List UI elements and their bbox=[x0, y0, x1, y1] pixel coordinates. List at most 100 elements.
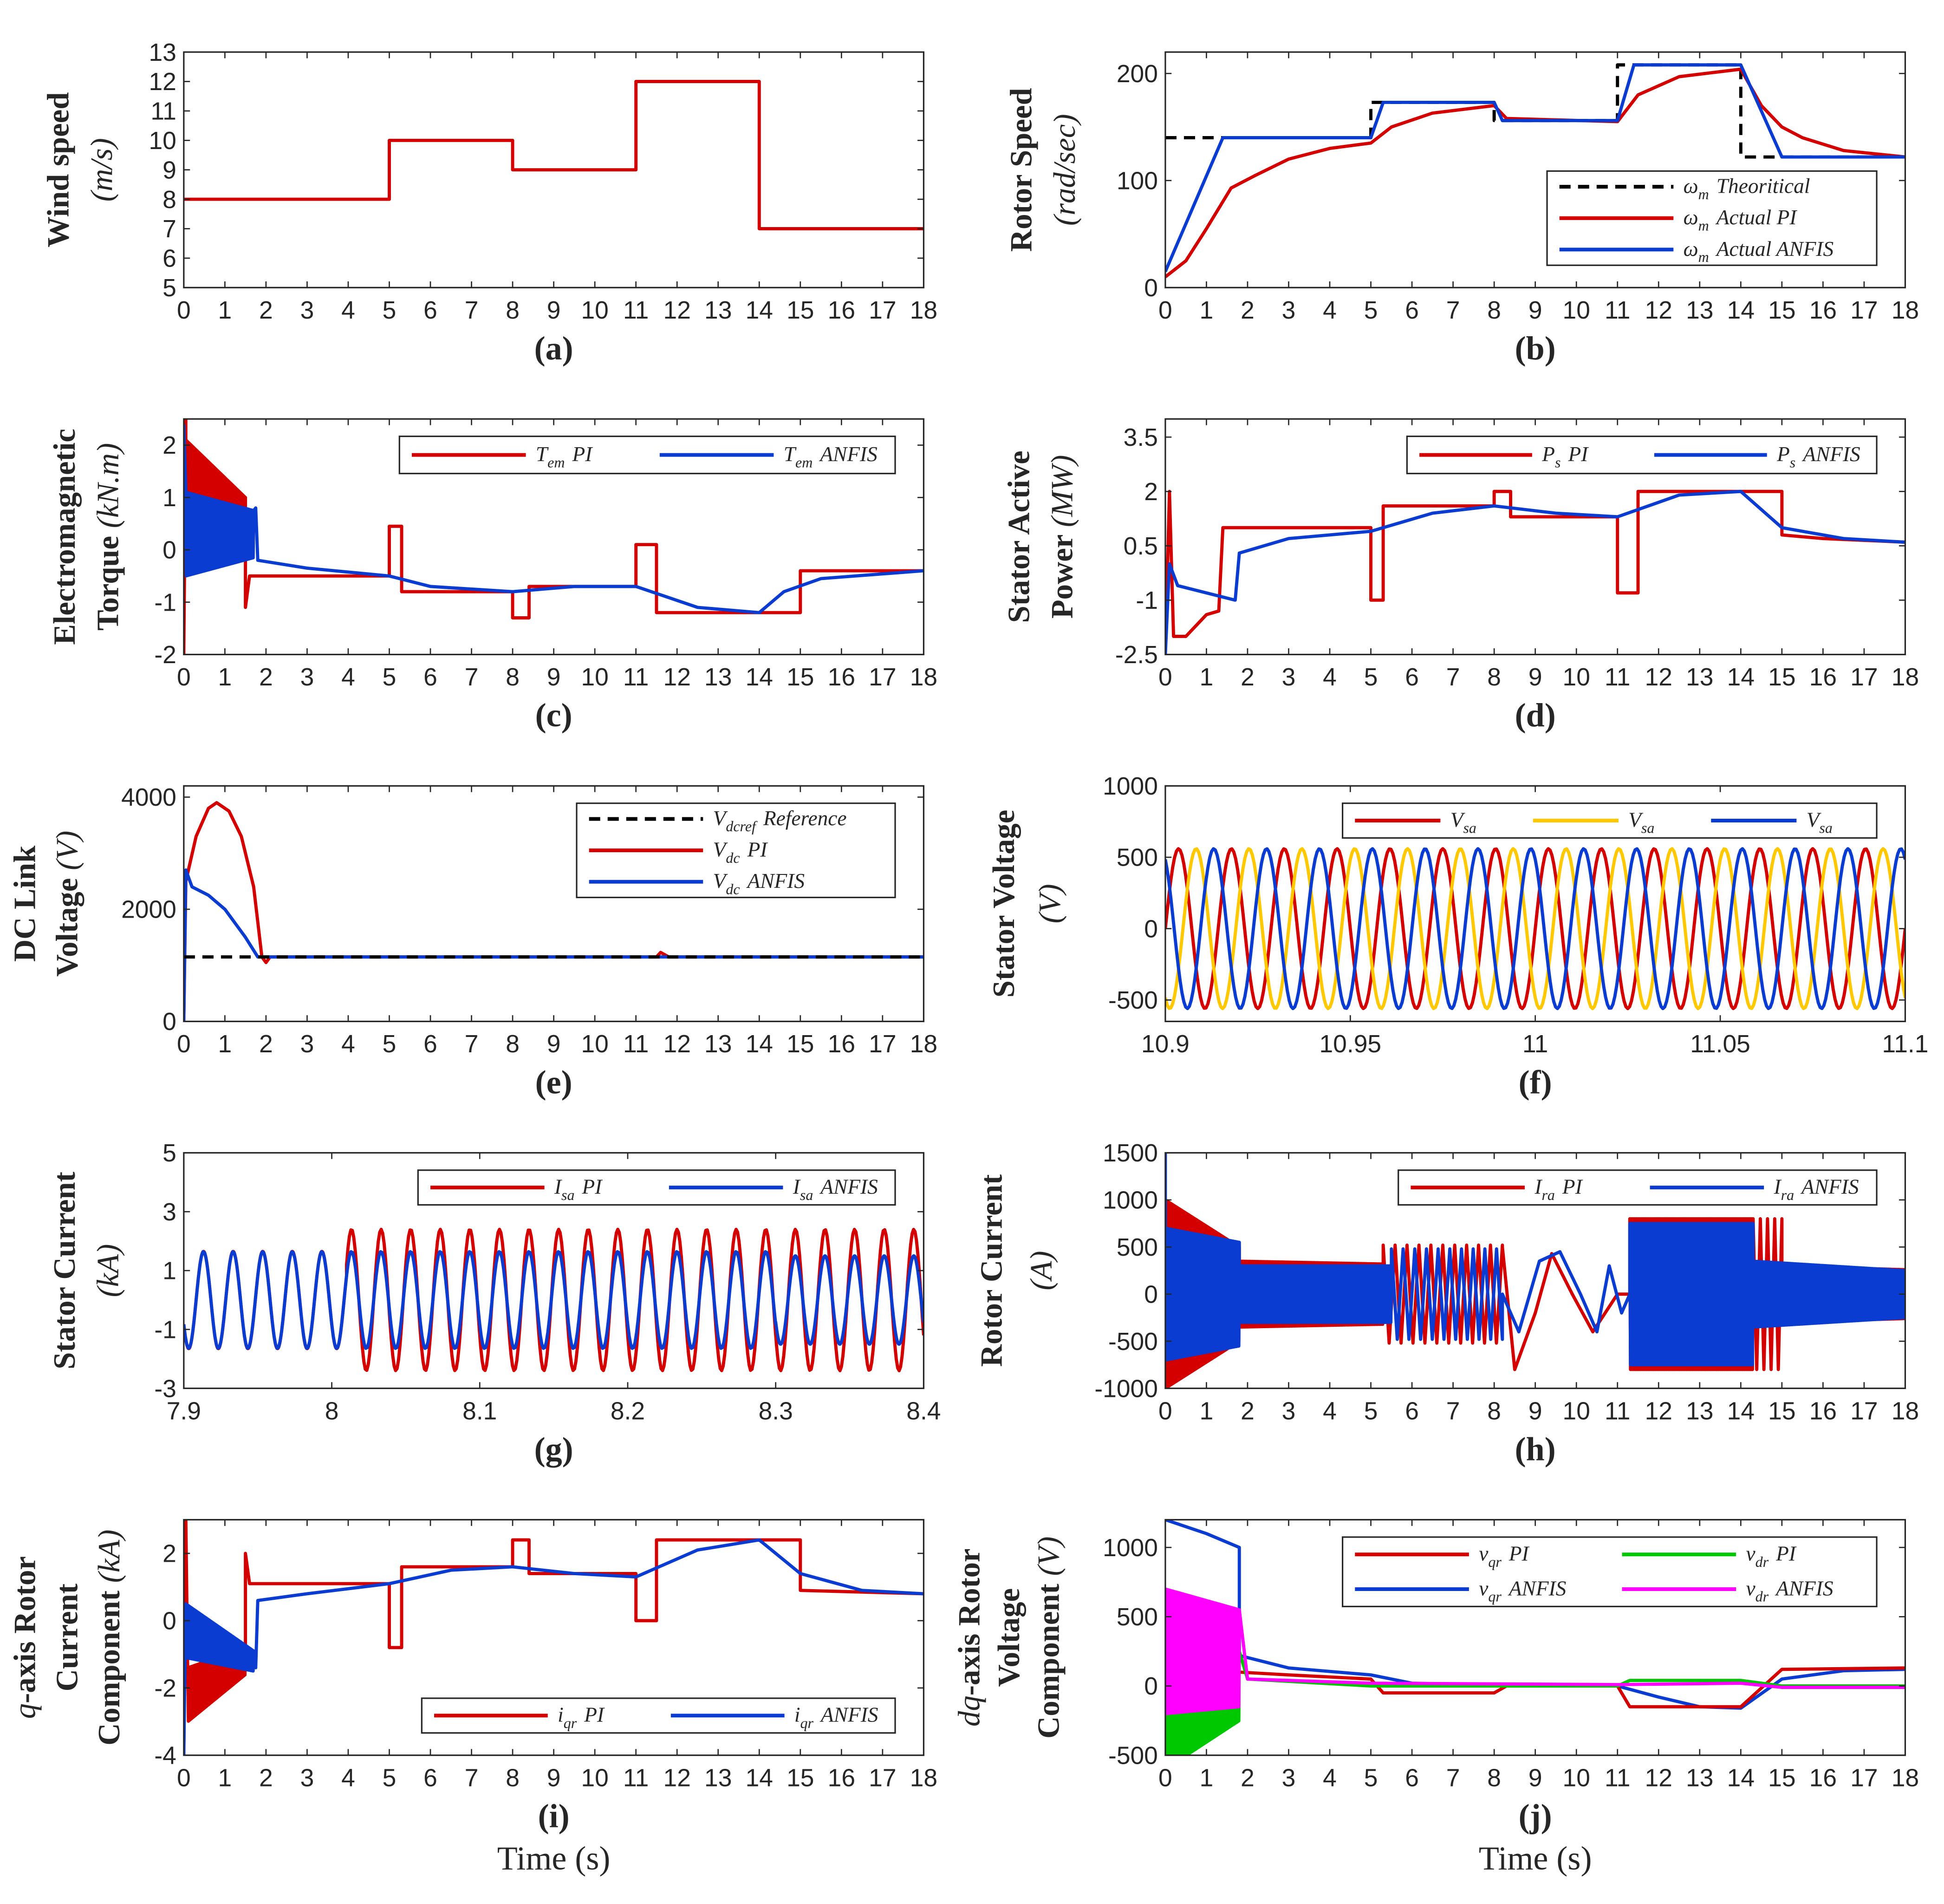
x-tick-label: 18 bbox=[1892, 1397, 1919, 1425]
x-tick-label: 9 bbox=[547, 1764, 561, 1792]
x-tick-label: 5 bbox=[1364, 1764, 1378, 1792]
y-tick-label: 1000 bbox=[1103, 1187, 1158, 1214]
x-tick-label: 15 bbox=[1768, 1764, 1795, 1792]
legend-subscript: dr bbox=[1755, 1553, 1769, 1570]
x-tick-label: 10.9 bbox=[1141, 1030, 1190, 1058]
legend-subscript: sa bbox=[1463, 820, 1476, 836]
x-tick-label: 8 bbox=[1487, 297, 1501, 324]
y-tick-label: 0.5 bbox=[1124, 533, 1158, 560]
series-line-b-2 bbox=[1165, 63, 1905, 273]
legend-entry: ωm Actual ANFIS bbox=[1559, 237, 1833, 265]
x-tick-label: 7 bbox=[465, 664, 479, 691]
legend-symbol: v bbox=[1479, 1577, 1489, 1600]
x-tick-label: 3 bbox=[1282, 297, 1296, 324]
legend-label: ωm Actual PI bbox=[1684, 206, 1798, 234]
x-tick-label: 10 bbox=[1563, 664, 1590, 691]
legend-subscript: qr bbox=[1488, 1588, 1502, 1605]
x-tick-label: 1 bbox=[1200, 664, 1214, 691]
y-tick-label: -2 bbox=[154, 1675, 176, 1702]
x-tick-label: 16 bbox=[1809, 297, 1837, 324]
x-tick-label: 10.95 bbox=[1320, 1030, 1382, 1058]
legend-entry: vqr PI bbox=[1355, 1542, 1530, 1570]
legend-text: ANFIS bbox=[1508, 1577, 1566, 1600]
y-tick-label: 13 bbox=[149, 39, 176, 66]
legend-entry: Ps PI bbox=[1419, 443, 1589, 470]
y-axis-label: (A) bbox=[1024, 1251, 1058, 1290]
x-tick-label: 10 bbox=[581, 1030, 608, 1058]
legend-subscript: dcref bbox=[726, 818, 758, 835]
legend-symbol: ω bbox=[1684, 206, 1698, 229]
x-tick-label: 0 bbox=[177, 297, 191, 324]
y-axis-label: Wind speed bbox=[42, 92, 76, 248]
x-tick-label: 14 bbox=[746, 297, 773, 324]
y-tick-label: -2.5 bbox=[1115, 641, 1158, 669]
legend-subscript: dc bbox=[726, 849, 740, 866]
x-tick-label: 13 bbox=[704, 1030, 732, 1058]
legend-text: PI bbox=[582, 1175, 603, 1199]
y-axis-label: Voltage (V) bbox=[50, 831, 84, 977]
x-tick-label: 6 bbox=[423, 297, 437, 324]
x-tick-label: 9 bbox=[1528, 664, 1542, 691]
y-axis-label: (m/s) bbox=[85, 138, 119, 202]
legend-label: Tem ANFIS bbox=[784, 443, 878, 470]
x-tick-label: 7 bbox=[1446, 1764, 1460, 1792]
legend-text: Actual PI bbox=[1715, 206, 1797, 229]
x-tick-label: 5 bbox=[383, 1030, 397, 1058]
legend-subscript: m bbox=[1698, 217, 1709, 234]
x-tick-label: 15 bbox=[787, 1764, 814, 1792]
x-tick-label: 1 bbox=[218, 1764, 232, 1792]
subplot-i: 0 1 2 3 4 5 6 7 8 9 10 11 12 13 14 15 16 17 18-4-202q-axis… bbox=[8, 1519, 937, 1877]
x-tick-label: 14 bbox=[1727, 1764, 1755, 1792]
legend-text: PI bbox=[1775, 1542, 1797, 1565]
x-tick-label: 13 bbox=[1686, 1397, 1713, 1425]
subplot-f: 10.9 10.95 11 11.05 11.1 -500 0 500 1000 Stator V… bbox=[987, 773, 1928, 1101]
legend-text: ANFIS bbox=[1801, 443, 1860, 466]
x-tick-label: 5 bbox=[1364, 297, 1378, 324]
x-tick-label: 18 bbox=[910, 664, 937, 691]
legend-subscript: ra bbox=[1541, 1187, 1554, 1203]
series-line-f-2 bbox=[1165, 847, 1905, 1011]
y-axis-label: Power (MW) bbox=[1046, 455, 1079, 619]
panel-label: (i) bbox=[538, 1798, 570, 1835]
legend-label: iqr ANFIS bbox=[794, 1703, 878, 1731]
panel-label: (f) bbox=[1519, 1063, 1552, 1101]
y-axis-label-part: Component bbox=[92, 1583, 126, 1745]
series-line-c-1 bbox=[183, 424, 924, 614]
legend-subscript: dc bbox=[726, 880, 740, 897]
y-axis-label-part: Stator Active bbox=[1002, 450, 1036, 623]
x-tick-label: 3 bbox=[300, 1030, 314, 1058]
x-tick-label: 0 bbox=[177, 1030, 191, 1058]
y-axis-label-part: dq bbox=[953, 1695, 987, 1727]
x-tick-label: 9 bbox=[1528, 1397, 1542, 1425]
x-tick-label: 12 bbox=[663, 297, 691, 324]
legend-text: PI bbox=[1508, 1542, 1530, 1565]
x-tick-label: 8 bbox=[325, 1397, 339, 1425]
series-line-a-0 bbox=[183, 80, 924, 230]
legend-symbol: I bbox=[554, 1175, 562, 1199]
legend-entry: Ira ANFIS bbox=[1650, 1175, 1859, 1203]
y-tick-label: -500 bbox=[1108, 987, 1158, 1014]
y-axis-label: Stator Current bbox=[48, 1172, 82, 1369]
legend-subscript: qr bbox=[1488, 1553, 1502, 1570]
x-tick-label: 0 bbox=[177, 1764, 191, 1792]
y-tick-label: 3 bbox=[163, 1199, 176, 1226]
x-tick-label: 10 bbox=[581, 1764, 608, 1792]
x-tick-label: 0 bbox=[177, 664, 191, 691]
legend-entry: iqr PI bbox=[434, 1703, 605, 1731]
x-tick-label: 12 bbox=[1645, 297, 1672, 324]
x-tick-label: 8 bbox=[1487, 1397, 1501, 1425]
legend-entry: Vdc ANFIS bbox=[589, 869, 805, 897]
y-tick-label: -1000 bbox=[1094, 1375, 1158, 1402]
x-tick-label: 8 bbox=[506, 297, 520, 324]
y-axis-label-part: Voltage bbox=[992, 1588, 1026, 1687]
y-tick-label: 1000 bbox=[1103, 773, 1158, 800]
x-tick-label: 3 bbox=[1282, 1397, 1296, 1425]
x-tick-label: 8.3 bbox=[759, 1397, 793, 1425]
panel-label: (c) bbox=[535, 697, 572, 734]
x-tick-label: 15 bbox=[787, 297, 814, 324]
y-tick-label: 5 bbox=[163, 274, 176, 302]
y-axis-label: Component (V) bbox=[1032, 1536, 1066, 1739]
x-tick-label: 4 bbox=[1323, 297, 1337, 324]
legend-text: PI bbox=[1562, 1175, 1583, 1199]
y-axis-label: dq-axis Rotor bbox=[953, 1548, 987, 1727]
